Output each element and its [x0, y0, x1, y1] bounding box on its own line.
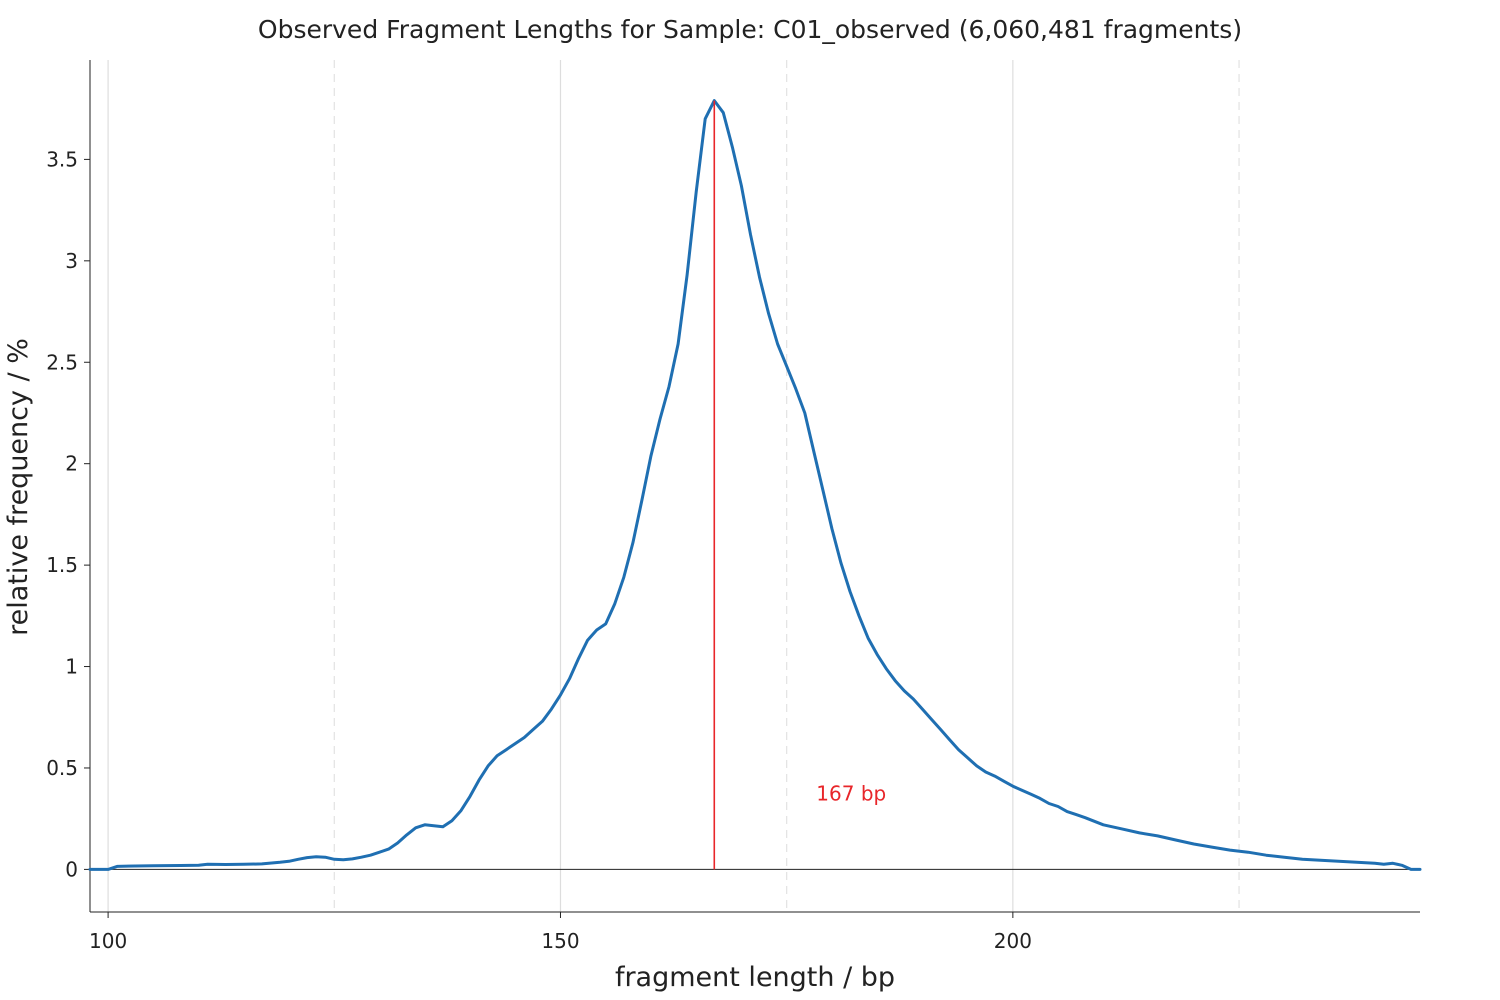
peak-marker-label: 167 bp — [816, 781, 886, 805]
y-tick-label: 1.5 — [46, 553, 78, 577]
series-layer — [88, 99, 1422, 871]
y-axis-label: relative frequency / % — [3, 338, 34, 636]
y-tick-label: 0.5 — [46, 756, 78, 780]
y-tick-label: 3 — [65, 249, 78, 273]
axes — [84, 60, 1420, 918]
series-line — [88, 99, 1422, 871]
grid — [107, 60, 1240, 912]
x-axis-label: fragment length / bp — [615, 962, 895, 993]
y-tick-label: 2.5 — [46, 350, 78, 374]
x-tick-label: 200 — [994, 929, 1032, 953]
tick-labels: 0 0.5 1 1.5 2 2.5 3 3.5 100 150 200 — [46, 147, 1032, 953]
x-tick-label: 100 — [89, 929, 127, 953]
y-tick-label: 0 — [65, 857, 78, 881]
y-tick-label: 1 — [65, 655, 78, 679]
chart-title: Observed Fragment Lengths for Sample: C0… — [258, 15, 1242, 44]
y-tick-label: 3.5 — [46, 147, 78, 171]
x-tick-label: 150 — [541, 929, 579, 953]
y-tick-label: 2 — [65, 452, 78, 476]
marker-layer: 167 bp — [713, 100, 886, 870]
